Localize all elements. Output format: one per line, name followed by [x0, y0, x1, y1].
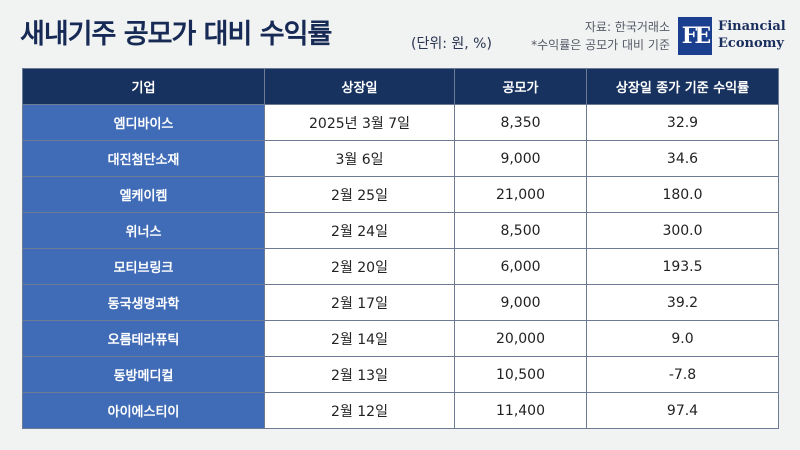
table-row: 엘케이켐 2월 25일 21,000 180.0 — [22, 176, 779, 213]
header: 새내기주 공모가 대비 수익률 (단위: 원, %) 자료: 한국거래소 *수익… — [0, 0, 800, 62]
listing-date-cell: 2월 20일 — [264, 248, 455, 285]
return-cell: 32.9 — [586, 104, 779, 141]
return-cell: 193.5 — [586, 248, 779, 285]
table-row: 대진첨단소재 3월 6일 9,000 34.6 — [22, 140, 779, 177]
table-row: 모티브링크 2월 20일 6,000 193.5 — [22, 248, 779, 285]
offer-price-cell: 8,350 — [454, 104, 587, 141]
company-cell: 동방메디컬 — [22, 356, 265, 393]
table-row: 아이에스티이 2월 12일 11,400 97.4 — [22, 392, 779, 429]
unit-label: (단위: 원, %) — [411, 36, 492, 52]
company-cell: 동국생명과학 — [22, 284, 265, 321]
logo-mark-icon: FE — [678, 17, 712, 55]
return-cell: 180.0 — [586, 176, 779, 213]
return-cell: 97.4 — [586, 392, 779, 429]
offer-price-cell: 9,000 — [454, 284, 587, 321]
return-cell: 300.0 — [586, 212, 779, 249]
listing-date-cell: 2월 13일 — [264, 356, 455, 393]
offer-price-cell: 6,000 — [454, 248, 587, 285]
listing-date-cell: 2월 24일 — [264, 212, 455, 249]
listing-date-cell: 2025년 3월 7일 — [264, 104, 455, 141]
company-cell: 엠디바이스 — [22, 104, 265, 141]
offer-price-cell: 21,000 — [454, 176, 587, 213]
table-row: 동국생명과학 2월 17일 9,000 39.2 — [22, 284, 779, 321]
company-cell: 대진첨단소재 — [22, 140, 265, 177]
listing-date-cell: 2월 14일 — [264, 320, 455, 357]
offer-price-cell: 11,400 — [454, 392, 587, 429]
table-header-row: 기업 상장일 공모가 상장일 종가 기준 수익률 — [22, 68, 779, 105]
company-cell: 모티브링크 — [22, 248, 265, 285]
offer-price-cell: 9,000 — [454, 140, 587, 177]
logo-line-1: Financial — [718, 19, 786, 34]
listing-date-cell: 2월 17일 — [264, 284, 455, 321]
company-cell: 아이에스티이 — [22, 392, 265, 429]
ipo-return-table: 기업 상장일 공모가 상장일 종가 기준 수익률 엠디바이스 2025년 3월 7… — [22, 68, 779, 429]
listing-date-cell: 3월 6일 — [264, 140, 455, 177]
table-body: 엠디바이스 2025년 3월 7일 8,350 32.9 대진첨단소재 3월 6일 9,00… — [22, 104, 779, 429]
logo-text: Financial Economy — [718, 18, 786, 52]
return-cell: 34.6 — [586, 140, 779, 177]
table-row: 오름테라퓨틱 2월 14일 20,000 9.0 — [22, 320, 779, 357]
company-cell: 오름테라퓨틱 — [22, 320, 265, 357]
listing-date-cell: 2월 12일 — [264, 392, 455, 429]
column-header: 공모가 — [454, 68, 587, 105]
page-title: 새내기주 공모가 대비 수익률 — [20, 19, 332, 50]
return-cell: 39.2 — [586, 284, 779, 321]
column-header: 기업 — [22, 68, 265, 105]
offer-price-cell: 20,000 — [454, 320, 587, 357]
logo: FE Financial Economy — [678, 17, 793, 55]
note-label: *수익률은 공모가 대비 기준 — [531, 38, 670, 52]
logo-line-2: Economy — [718, 36, 784, 51]
column-header: 상장일 종가 기준 수익률 — [586, 68, 779, 105]
company-cell: 위너스 — [22, 212, 265, 249]
return-cell: -7.8 — [586, 356, 779, 393]
table-row: 위너스 2월 24일 8,500 300.0 — [22, 212, 779, 249]
offer-price-cell: 10,500 — [454, 356, 587, 393]
source-label: 자료: 한국거래소 — [584, 20, 670, 34]
offer-price-cell: 8,500 — [454, 212, 587, 249]
column-header: 상장일 — [264, 68, 455, 105]
table-row: 엠디바이스 2025년 3월 7일 8,350 32.9 — [22, 104, 779, 141]
return-cell: 9.0 — [586, 320, 779, 357]
listing-date-cell: 2월 25일 — [264, 176, 455, 213]
table-row: 동방메디컬 2월 13일 10,500 -7.8 — [22, 356, 779, 393]
company-cell: 엘케이켐 — [22, 176, 265, 213]
